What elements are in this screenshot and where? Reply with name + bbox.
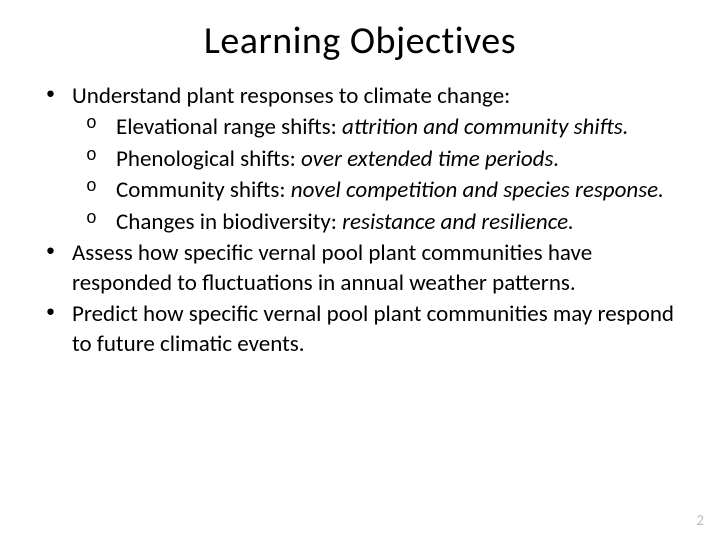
slide-content: Understand plant responses to climate ch… [32,82,688,359]
sub-bullet-item: Changes in biodiversity: resistance and … [72,208,688,237]
sub-bullet-italic: attrition and community shifts. [342,113,628,141]
sub-bullet-italic: resistance and resilience. [342,208,574,236]
bullet-item: Understand plant responses to climate ch… [38,82,688,237]
slide-title: Learning Objectives [32,18,688,64]
sub-bullet-italic: novel competition and species response. [291,176,664,204]
sub-bullet-list: Elevational range shifts: attrition and … [72,113,688,237]
sub-bullet-label: Changes in biodiversity: [116,208,342,236]
bullet-text: Understand plant responses to climate ch… [72,82,510,110]
slide: Learning Objectives Understand plant res… [0,0,720,540]
sub-bullet-italic: over extended time periods. [301,145,559,173]
sub-bullet-label: Community shifts: [116,176,291,204]
bullet-text: Assess how specific vernal pool plant co… [72,239,592,296]
sub-bullet-label: Phenological shifts: [116,145,301,173]
sub-bullet-item: Elevational range shifts: attrition and … [72,113,688,142]
sub-bullet-item: Community shifts: novel competition and … [72,176,688,205]
bullet-list: Understand plant responses to climate ch… [38,82,688,359]
bullet-text: Predict how specific vernal pool plant c… [72,300,674,357]
sub-bullet-item: Phenological shifts: over extended time … [72,145,688,174]
bullet-item: Assess how specific vernal pool plant co… [38,239,688,298]
bullet-item: Predict how specific vernal pool plant c… [38,300,688,359]
page-number: 2 [696,512,704,530]
sub-bullet-label: Elevational range shifts: [116,113,342,141]
